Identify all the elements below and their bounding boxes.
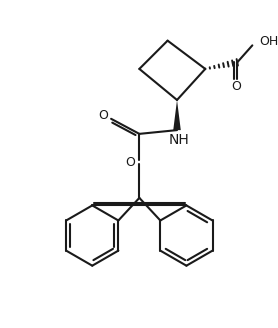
Polygon shape: [173, 100, 181, 130]
Text: O: O: [99, 109, 108, 122]
Text: O: O: [125, 155, 135, 169]
Text: OH: OH: [259, 35, 278, 48]
Text: O: O: [231, 80, 241, 93]
Text: NH: NH: [168, 133, 189, 147]
